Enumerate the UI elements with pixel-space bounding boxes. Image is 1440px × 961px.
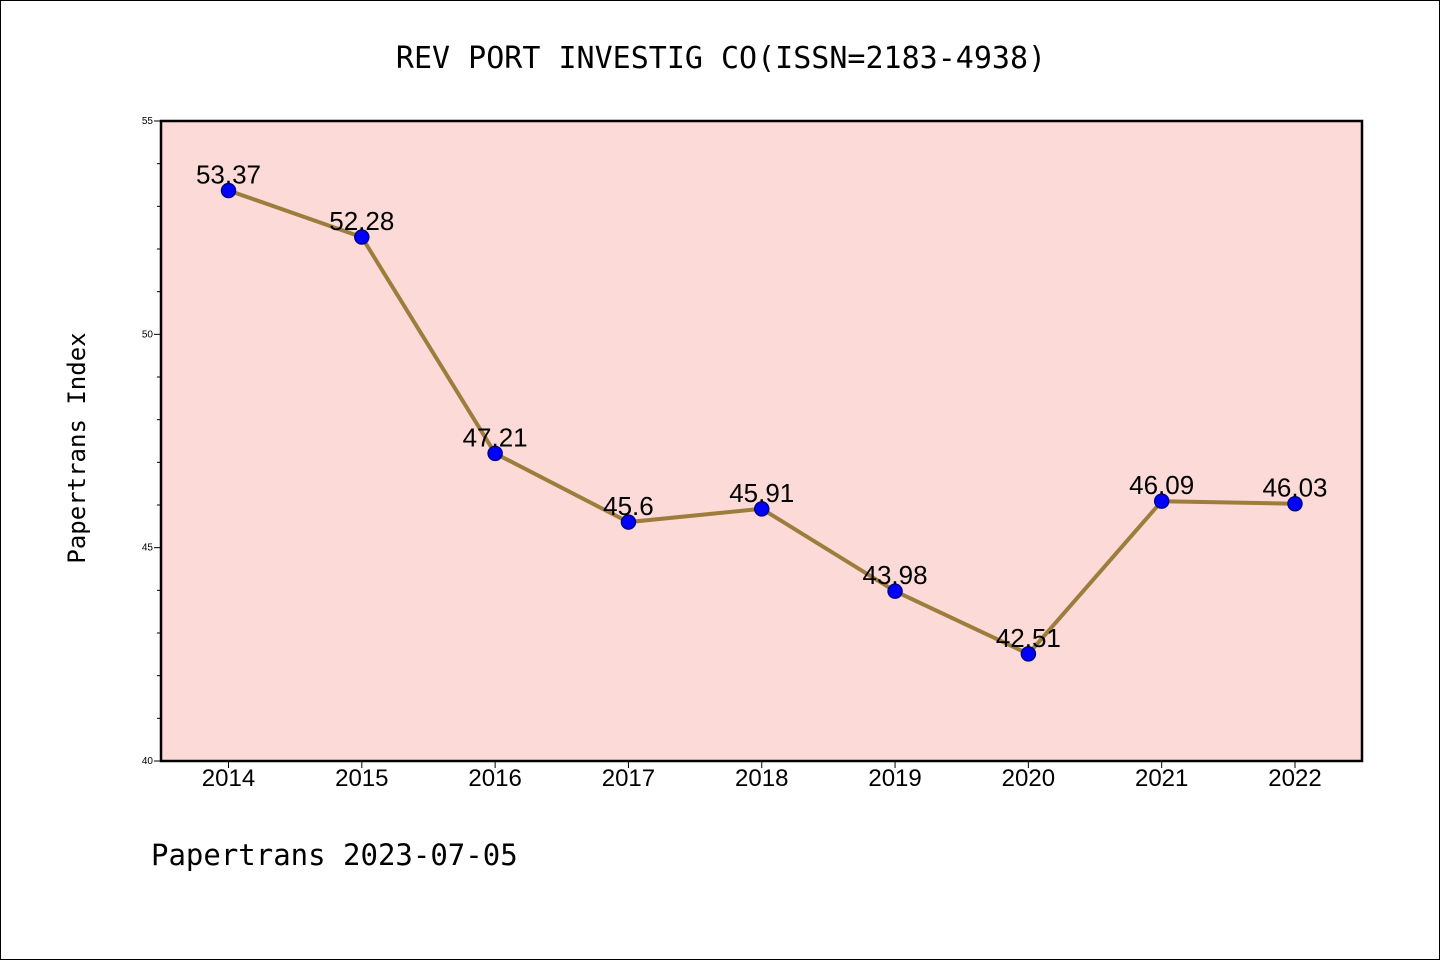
data-label: 45.6 bbox=[603, 491, 654, 521]
data-point bbox=[487, 445, 503, 462]
plot-border bbox=[159, 119, 1364, 763]
x-tick-label: 2017 bbox=[602, 765, 655, 792]
y-tick-label: 45 bbox=[142, 543, 154, 554]
y-tick-label: 40 bbox=[142, 756, 154, 767]
x-tick-label: 2014 bbox=[202, 765, 255, 792]
chart-title: REV PORT INVESTIG CO(ISSN=2183-4938) bbox=[396, 41, 1046, 76]
data-label: 46.09 bbox=[1129, 470, 1194, 500]
data-label: 43.98 bbox=[863, 560, 928, 590]
x-axis-ticks: 2014 2015 2016 2017 2018 2019 2020 2021 2022 bbox=[202, 761, 1322, 792]
footer-credit: Papertrans 2023-07-05 bbox=[151, 838, 518, 872]
data-label: 46.03 bbox=[1262, 473, 1327, 503]
data-markers bbox=[220, 182, 1303, 662]
data-point bbox=[1020, 646, 1037, 662]
x-tick-label: 2016 bbox=[468, 765, 521, 792]
data-label: 47.21 bbox=[463, 422, 528, 452]
y-tick-label: 55 bbox=[142, 116, 154, 127]
data-point bbox=[620, 514, 637, 530]
y-axis-ticks: 40 45 50 55 bbox=[142, 116, 161, 767]
x-tick-label: 2018 bbox=[735, 765, 788, 792]
data-label: 52.28 bbox=[329, 206, 394, 236]
x-tick-label: 2022 bbox=[1268, 765, 1321, 792]
data-label: 53.37 bbox=[196, 160, 261, 190]
data-point bbox=[754, 501, 770, 517]
data-label: 42.51 bbox=[996, 623, 1061, 653]
data-point bbox=[220, 182, 237, 199]
data-label: 45.91 bbox=[729, 478, 794, 508]
y-tick-label: 50 bbox=[142, 329, 154, 340]
x-tick-label: 2020 bbox=[1002, 765, 1055, 792]
data-point bbox=[1153, 493, 1170, 509]
data-point bbox=[354, 229, 370, 245]
data-labels: 53.37 52.28 47.21 45.6 45.91 43.98 42.51 46.09 4… bbox=[196, 160, 1328, 653]
data-point bbox=[887, 583, 903, 599]
x-tick-label: 2019 bbox=[868, 765, 921, 792]
x-tick-label: 2015 bbox=[335, 765, 388, 792]
x-tick-label: 2021 bbox=[1135, 765, 1188, 792]
y-axis-label: Papertrans Index bbox=[63, 332, 91, 563]
data-point bbox=[1287, 495, 1303, 512]
plot-area bbox=[161, 121, 1362, 761]
